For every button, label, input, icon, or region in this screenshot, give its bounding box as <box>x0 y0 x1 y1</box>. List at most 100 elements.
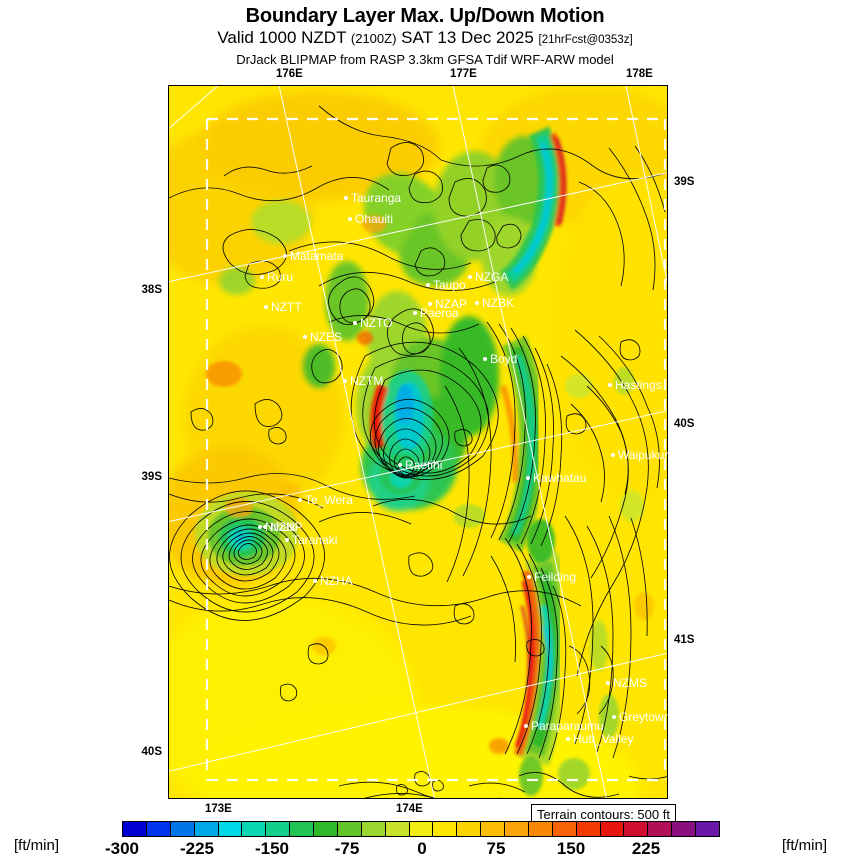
colorbar-swatch-2 <box>170 822 195 836</box>
place-label-te-wera: Te_Wera <box>298 494 353 506</box>
place-label-boyd: Boyd <box>483 353 517 365</box>
place-label-nzha: NZHA <box>313 575 353 587</box>
valid-utc: (2100Z) <box>350 31 397 46</box>
place-label-nzes: NZES <box>303 331 342 343</box>
place-label-hutt-valley: Hutt_Valley <box>566 733 633 745</box>
axis-tick-top-2: 178E <box>626 68 653 80</box>
station-dot-icon <box>258 524 262 529</box>
place-label-paraparaumu: Paraparaumu <box>524 720 604 732</box>
station-dot-icon <box>303 334 307 339</box>
colorbar-swatch-5 <box>242 822 267 836</box>
station-dot-icon <box>348 216 352 221</box>
colorbar-swatch-4 <box>218 822 243 836</box>
place-label-paeroa: Paeroa <box>413 307 459 319</box>
place-name: Greytown <box>619 710 671 724</box>
colorbar: [ft/min] [ft/min] -300 -225 -150 -75 0 75 150 2… <box>0 818 850 860</box>
place-name: Nihak <box>265 520 296 534</box>
station-dot-icon <box>260 274 264 279</box>
map-canvas[interactable] <box>168 85 668 799</box>
valid-time-line: Valid 1000 NZDT (2100Z) SAT 13 Dec 2025 … <box>0 28 850 50</box>
place-name: NZAP <box>435 297 468 311</box>
place-name: NZES <box>310 330 343 344</box>
colorbar-swatch-20 <box>600 822 625 836</box>
colorbar-tick-3: -75 <box>334 839 360 858</box>
place-name: Tauranga <box>351 191 402 205</box>
colorbar-swatch-1 <box>146 822 171 836</box>
place-label-nznp: NZNP <box>263 521 303 533</box>
colorbar-tick-2: -150 <box>254 839 290 858</box>
place-name: Feilding <box>534 570 577 584</box>
colorbar-swatch-23 <box>672 822 696 836</box>
place-label-taupo: Taupo <box>426 279 466 291</box>
place-name: Waipukurau <box>618 448 682 462</box>
place-name: Kawhatau <box>533 471 587 485</box>
place-name: NZTT <box>271 300 302 314</box>
place-name: NZBK <box>482 296 515 310</box>
station-dot-icon <box>611 452 615 457</box>
station-dot-icon <box>343 378 347 383</box>
axis-tick-top-0: 176E <box>276 68 303 80</box>
place-label-nzms: NZMS <box>606 677 647 689</box>
place-name: NZMS <box>613 676 647 690</box>
station-dot-icon <box>298 497 302 502</box>
colorbar-swatch-11 <box>385 822 410 836</box>
axis-tick-bottom-1: 174E <box>396 803 423 815</box>
colorbar-swatch-15 <box>481 822 505 836</box>
station-dot-icon <box>413 310 417 315</box>
colorbar-tick-6: 150 <box>556 839 586 858</box>
colorbar-swatch-17 <box>528 822 553 836</box>
place-name: Taranaki <box>292 533 338 547</box>
station-dot-icon <box>313 578 317 583</box>
colorbar-swatch-10 <box>361 822 386 836</box>
place-label-taranaki: Taranaki <box>285 534 337 546</box>
station-dot-icon <box>608 382 612 387</box>
station-dot-icon <box>283 253 287 258</box>
axis-tick-left-2: 40S <box>141 746 162 758</box>
colorbar-tick-1: -225 <box>179 839 215 858</box>
place-name: Paeroa <box>420 306 459 320</box>
colorbar-tick-7: 225 <box>631 839 661 858</box>
place-label-nzga: NZGA <box>468 271 508 283</box>
colorbar-tick-0: -300 <box>104 839 140 858</box>
place-name: Ohauiti <box>355 212 394 226</box>
colorbar-swatch-16 <box>505 822 529 836</box>
place-label-nzto: NZTO <box>353 317 392 329</box>
place-label-nztt: NZTT <box>264 301 302 313</box>
axis-tick-right-0: 39S <box>674 176 695 188</box>
place-name: NZHA <box>320 574 353 588</box>
place-name: NZNP <box>270 520 303 534</box>
place-label-feilding: Feilding <box>527 571 576 583</box>
place-name: Hutt_Valley <box>573 732 634 746</box>
place-name: Boyd <box>490 352 518 366</box>
colorbar-swatch-14 <box>457 822 482 836</box>
colorbar-swatch-18 <box>552 822 577 836</box>
place-name: NZGA <box>475 270 509 284</box>
station-dot-icon <box>426 282 430 287</box>
station-dot-icon <box>524 723 528 728</box>
station-dot-icon <box>353 320 357 325</box>
axis-tick-left-0: 38S <box>141 284 162 296</box>
station-dot-icon <box>285 537 289 542</box>
station-dot-icon <box>483 356 487 361</box>
station-dot-icon <box>398 462 402 467</box>
axis-tick-right-2: 41S <box>674 634 695 646</box>
colorbar-swatch-22 <box>648 822 673 836</box>
place-label-nzbk: NZBK <box>475 297 514 309</box>
station-dot-icon <box>264 304 268 309</box>
colorbar-swatch-3 <box>194 822 219 836</box>
place-name: NZTO <box>360 316 393 330</box>
place-label-hastings: Hastings <box>608 379 662 391</box>
place-label-waipukurau: Waipukurau <box>611 449 682 461</box>
station-dot-icon <box>468 274 472 279</box>
place-name: Raetihi <box>405 458 443 472</box>
header-block: Boundary Layer Max. Up/Down Motion Valid… <box>0 0 850 67</box>
colorbar-swatch-0 <box>123 822 147 836</box>
place-name: Te_Wera <box>305 493 353 507</box>
station-dot-icon <box>612 714 616 719</box>
place-label-ohauiti: Ohauiti <box>348 213 393 225</box>
place-name: Matamata <box>290 249 344 263</box>
map-field <box>169 86 667 798</box>
place-name: Paraparaumu <box>531 719 604 733</box>
station-dot-icon <box>527 574 531 579</box>
